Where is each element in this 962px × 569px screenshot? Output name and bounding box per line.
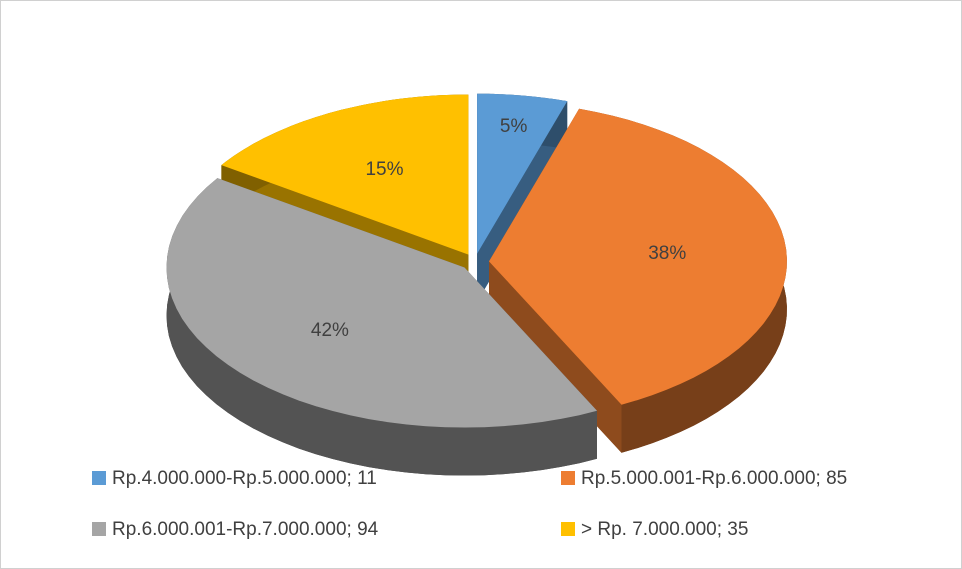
legend-swatch [561,522,575,536]
legend-label: Rp.4.000.000-Rp.5.000.000; 11 [112,468,377,489]
legend-swatch [92,471,106,485]
data-label: 38% [648,243,686,264]
slice [166,178,597,428]
legend-label: Rp.6.000.001-Rp.7.000.000; 94 [112,519,379,540]
legend-swatch [561,471,575,485]
legend-swatch [92,522,106,536]
slice [477,93,568,254]
data-label: 15% [365,159,403,180]
slice [221,94,469,255]
legend-label: Rp.5.000.001-Rp.6.000.000; 85 [581,468,847,489]
legend-label: > Rp. 7.000.000; 35 [581,519,748,540]
slice [489,108,787,405]
data-label: 42% [311,320,349,341]
data-label: 5% [500,116,528,137]
slice-side [166,178,597,476]
